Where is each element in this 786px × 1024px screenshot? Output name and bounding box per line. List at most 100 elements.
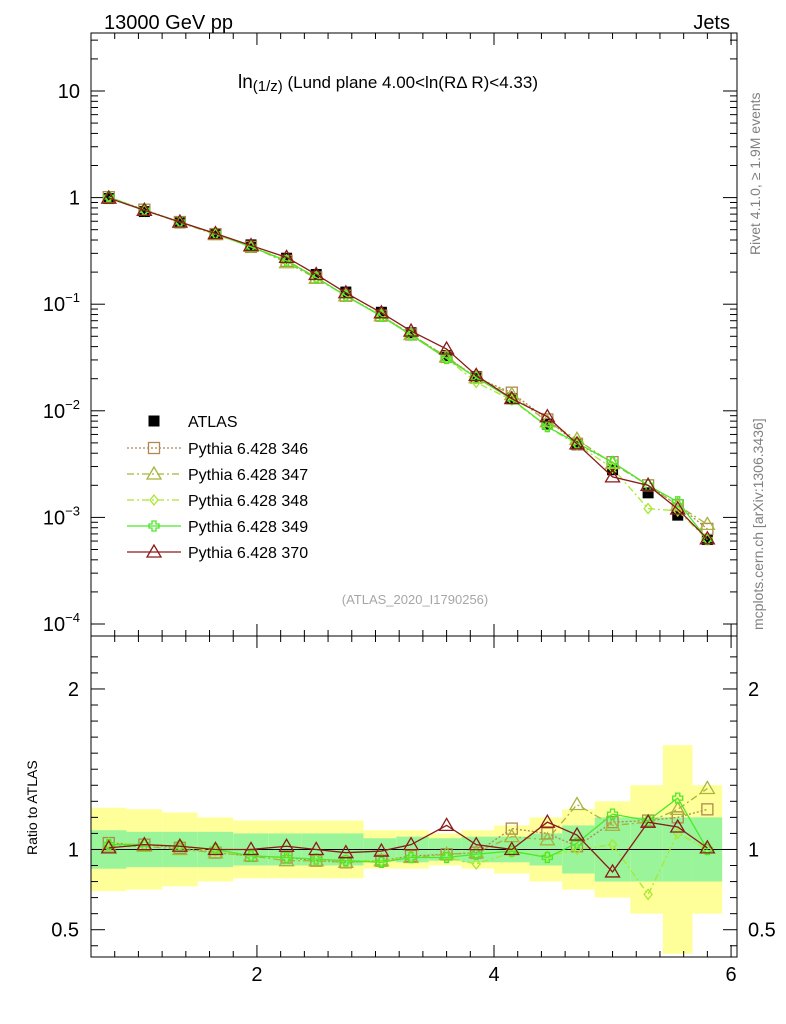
data-point-p349 — [440, 352, 453, 365]
y-tick-label: 10−1 — [43, 290, 80, 316]
ratio-point-p348 — [607, 838, 618, 851]
ratio-line-p370 — [108, 821, 708, 873]
ratio-point-p349 — [310, 853, 322, 865]
ratio-series-p370 — [100, 813, 716, 878]
ratio-point-p370 — [171, 837, 189, 852]
analysis-watermark: (ATLAS_2020_I1790256) — [342, 592, 488, 607]
data-point-p370 — [373, 304, 390, 319]
data-point-p370 — [568, 435, 586, 450]
legend-label-p347: Pythia 6.428 347 — [188, 467, 308, 484]
y-tick-label-base: 10 — [43, 507, 65, 529]
plot-title-rest: (Lund plane 4.00<ln(RΔ R)<4.33) — [283, 73, 538, 92]
y-tick-label: 1 — [69, 188, 80, 210]
y-tick-label: 10 — [58, 81, 80, 103]
ratio-point-p370 — [539, 813, 556, 828]
ratio-point-p370 — [402, 836, 420, 851]
ratio-point-p370 — [699, 839, 716, 854]
legend-marker-p349 — [148, 520, 160, 532]
side-label-mcplots: mcplots.cern.ch [arXiv:1306.3436] — [750, 418, 766, 630]
ratio-point-p370 — [604, 863, 621, 878]
data-point-p370 — [100, 189, 117, 204]
y-tick-label-base: 1 — [69, 188, 80, 210]
data-point-ATLAS — [642, 487, 654, 499]
ratio-point-p349 — [280, 851, 293, 864]
ratio-point-p346 — [606, 816, 619, 829]
data-point-p370 — [639, 477, 657, 491]
data-point-p370 — [604, 468, 621, 483]
data-point-p370 — [402, 322, 420, 337]
data-point-ATLAS — [138, 206, 150, 218]
ratio-point-p349 — [340, 855, 352, 867]
ratio-point-p370 — [639, 813, 657, 828]
series-p349 — [103, 191, 714, 546]
legend-item-p370: Pythia 6.428 370 — [127, 543, 308, 562]
data-point-p347 — [699, 516, 716, 531]
ratio-y-tick-label-right: 0.5 — [748, 920, 776, 942]
x-tick-label: 4 — [488, 964, 499, 986]
legend-label-ATLAS: ATLAS — [188, 414, 238, 431]
ratio-point-p370 — [308, 841, 325, 856]
ratio-frame — [90, 635, 738, 958]
side-label-rivet: Rivet 4.1.0, ≥ 1.9M events — [747, 92, 763, 255]
legend-marker-ATLAS — [148, 415, 160, 427]
ratio-point-p347 — [604, 817, 621, 832]
ratio-point-p349 — [103, 839, 115, 851]
header-right: Jets — [693, 12, 730, 34]
data-point-p370 — [171, 213, 189, 228]
y-tick-label-exp: −4 — [65, 610, 80, 625]
data-point-p370 — [669, 500, 686, 515]
ratio-point-p349 — [571, 837, 583, 849]
legend-label-p348: Pythia 6.428 348 — [188, 493, 308, 510]
ratio-point-p370 — [373, 842, 390, 857]
series-line-p348 — [108, 196, 708, 540]
y-tick-label-exp: −3 — [65, 503, 80, 518]
data-point-p348 — [672, 504, 683, 517]
data-point-p370 — [242, 237, 260, 252]
ratio-point-p349 — [541, 851, 553, 864]
ratio-point-p349 — [672, 792, 684, 804]
plot-title-main: ln — [238, 72, 253, 93]
ratio-point-p370 — [503, 841, 520, 856]
y-tick-label: 10−3 — [43, 503, 80, 529]
ratio-point-p370 — [278, 837, 295, 852]
ratio-point-p347 — [669, 801, 686, 815]
ratio-point-p370 — [207, 841, 224, 856]
data-point-ATLAS — [441, 350, 453, 362]
ratio-point-p348 — [572, 843, 582, 856]
data-point-p370 — [207, 225, 224, 240]
legend: ATLAS Pythia 6.428 346 Pythia 6.428 347 Pyt… — [127, 414, 308, 562]
series-p348 — [103, 190, 713, 546]
plot-title-sub: (1/z) — [253, 78, 283, 95]
ratio-point-p349 — [701, 843, 714, 856]
ratio-point-p347 — [438, 845, 455, 860]
data-point-p349 — [541, 421, 553, 433]
ratio-point-p346 — [701, 803, 714, 816]
y-tick-label-exp: −2 — [65, 397, 80, 412]
ratio-series — [100, 780, 716, 901]
series-p370 — [100, 189, 716, 545]
header-left: 13000 GeV pp — [104, 12, 233, 34]
ratio-point-p370 — [568, 826, 586, 841]
ratio-point-p348 — [542, 849, 553, 862]
ratio-point-p348 — [643, 888, 653, 901]
ratio-point-p346 — [671, 811, 684, 824]
legend-label-p349: Pythia 6.428 349 — [188, 519, 308, 536]
legend-marker-p346 — [147, 441, 161, 455]
main-series — [100, 189, 716, 546]
ratio-point-p370 — [136, 836, 153, 851]
data-point-p349 — [701, 533, 714, 546]
ratio-y-tick-label: 2 — [68, 679, 79, 701]
ratio-y-tick-label-right: 1 — [748, 839, 759, 861]
y-tick-label: 10−4 — [43, 610, 80, 636]
data-point-p349 — [606, 456, 619, 468]
x-tick-label: 6 — [726, 964, 737, 986]
legend-item-p346: Pythia 6.428 346 — [127, 441, 308, 458]
ratio-point-p347 — [568, 796, 586, 811]
y-tick-label-base: 10 — [43, 401, 65, 423]
data-point-p370 — [136, 202, 153, 216]
ratio-point-p370 — [468, 836, 485, 851]
ratio-point-p346 — [505, 822, 518, 835]
plot-title: ln(1/z) (Lund plane 4.00<ln(RΔ R)<4.33) — [238, 72, 538, 95]
data-point-p349 — [245, 241, 257, 253]
